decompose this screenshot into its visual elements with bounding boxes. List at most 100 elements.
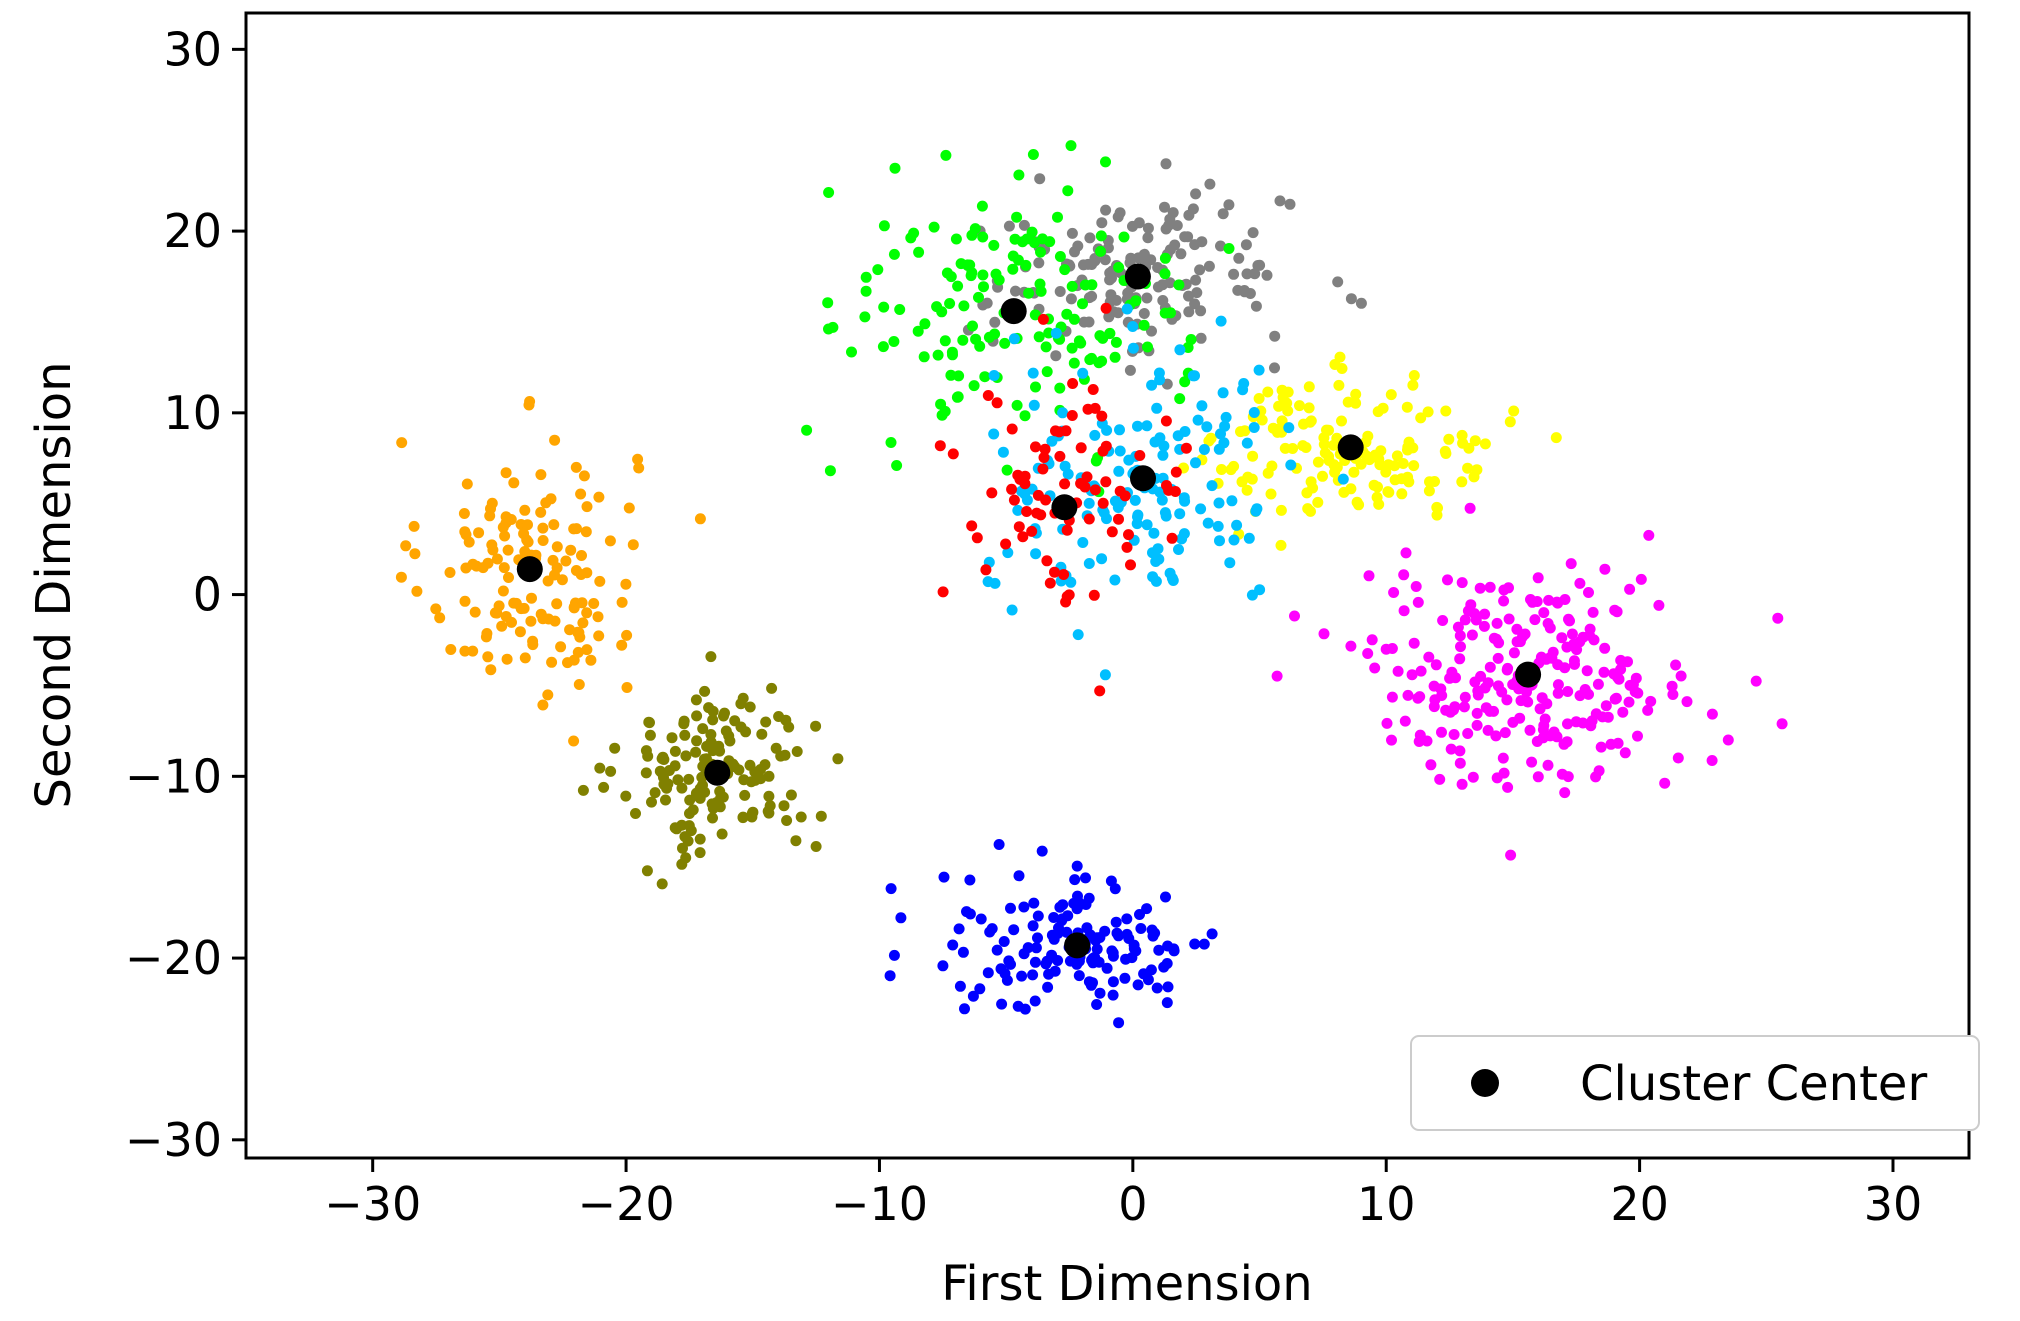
- data-point: [1345, 293, 1357, 305]
- data-point: [1537, 724, 1549, 736]
- cluster-center-point: [1515, 661, 1542, 688]
- data-point: [690, 694, 702, 706]
- data-point: [973, 291, 984, 303]
- data-point: [1027, 920, 1039, 932]
- data-point: [717, 791, 729, 803]
- data-point: [1086, 290, 1098, 302]
- data-point: [1028, 399, 1040, 411]
- data-point: [967, 320, 978, 332]
- data-point: [649, 787, 661, 799]
- data-point: [966, 229, 978, 241]
- x-axis: −30 −20 −10 0 10 20 30: [324, 1158, 1922, 1231]
- data-point: [1119, 972, 1131, 984]
- data-point: [546, 656, 558, 668]
- data-point: [1431, 501, 1443, 513]
- data-point: [1113, 261, 1125, 273]
- data-point: [1479, 682, 1491, 694]
- data-point: [822, 297, 834, 309]
- data-point: [568, 735, 580, 747]
- data-point: [672, 774, 684, 786]
- data-point: [780, 714, 792, 726]
- data-point: [1162, 981, 1174, 993]
- data-point: [1135, 923, 1147, 934]
- data-point: [1469, 435, 1481, 447]
- data-point: [593, 491, 605, 503]
- data-point: [1505, 849, 1517, 861]
- data-point: [1035, 509, 1047, 521]
- data-point: [1123, 529, 1134, 541]
- data-point: [1018, 901, 1030, 913]
- data-point: [1053, 922, 1064, 934]
- data-point: [1491, 772, 1503, 784]
- data-point: [986, 487, 998, 499]
- data-point: [1007, 263, 1019, 275]
- data-point: [1150, 556, 1162, 567]
- data-point: [1086, 279, 1098, 291]
- data-point: [1550, 432, 1562, 444]
- data-point: [1071, 860, 1083, 872]
- data-point: [1249, 268, 1261, 280]
- data-point: [1471, 707, 1483, 719]
- data-point: [1239, 286, 1251, 298]
- data-point: [1217, 208, 1229, 220]
- data-point: [958, 300, 970, 312]
- data-point: [1190, 274, 1202, 286]
- data-point: [1468, 471, 1480, 483]
- data-point: [1094, 987, 1106, 999]
- data-point: [573, 679, 585, 690]
- data-point: [1632, 687, 1644, 699]
- data-point: [716, 828, 728, 840]
- data-point: [1253, 364, 1265, 376]
- data-point: [763, 790, 775, 802]
- data-point: [1075, 442, 1087, 454]
- data-point: [1706, 755, 1718, 766]
- data-point: [1223, 199, 1235, 211]
- data-point: [1348, 466, 1360, 478]
- data-point: [1562, 771, 1574, 783]
- data-point: [1043, 968, 1055, 980]
- data-point: [1609, 604, 1621, 616]
- data-point: [1319, 447, 1331, 459]
- data-point: [1027, 367, 1039, 379]
- data-point: [1096, 410, 1108, 422]
- data-point: [469, 606, 481, 618]
- data-point: [1041, 366, 1053, 378]
- data-point: [1173, 544, 1184, 555]
- data-point: [1061, 524, 1073, 536]
- data-point: [1262, 386, 1274, 398]
- data-point: [1508, 647, 1520, 659]
- data-point: [1281, 397, 1293, 409]
- data-point: [1386, 691, 1398, 703]
- x-tick-label: −20: [578, 1177, 675, 1231]
- data-point: [1091, 943, 1103, 955]
- data-point: [745, 776, 757, 788]
- data-point: [1160, 510, 1172, 522]
- data-point: [1456, 476, 1468, 488]
- data-point: [1083, 513, 1095, 525]
- data-point: [1428, 701, 1440, 713]
- data-point: [999, 337, 1011, 349]
- data-point: [1496, 686, 1508, 698]
- data-point: [1121, 913, 1133, 925]
- data-point: [1014, 473, 1026, 485]
- data-point: [989, 577, 1001, 589]
- data-point: [1456, 429, 1468, 441]
- data-point: [950, 233, 962, 245]
- data-point: [1157, 449, 1169, 461]
- data-point: [1099, 254, 1111, 266]
- data-point: [1042, 981, 1054, 993]
- data-point: [1587, 606, 1599, 618]
- data-point: [1323, 424, 1334, 436]
- data-point: [1556, 632, 1568, 644]
- data-point: [1459, 691, 1471, 703]
- data-point: [1294, 400, 1305, 412]
- data-point: [1032, 932, 1043, 944]
- data-point: [1548, 726, 1560, 738]
- data-point: [1026, 525, 1038, 537]
- data-point: [1398, 569, 1410, 581]
- data-point: [1190, 457, 1201, 469]
- data-point: [1391, 450, 1403, 462]
- data-point: [473, 527, 485, 539]
- data-point: [964, 908, 976, 920]
